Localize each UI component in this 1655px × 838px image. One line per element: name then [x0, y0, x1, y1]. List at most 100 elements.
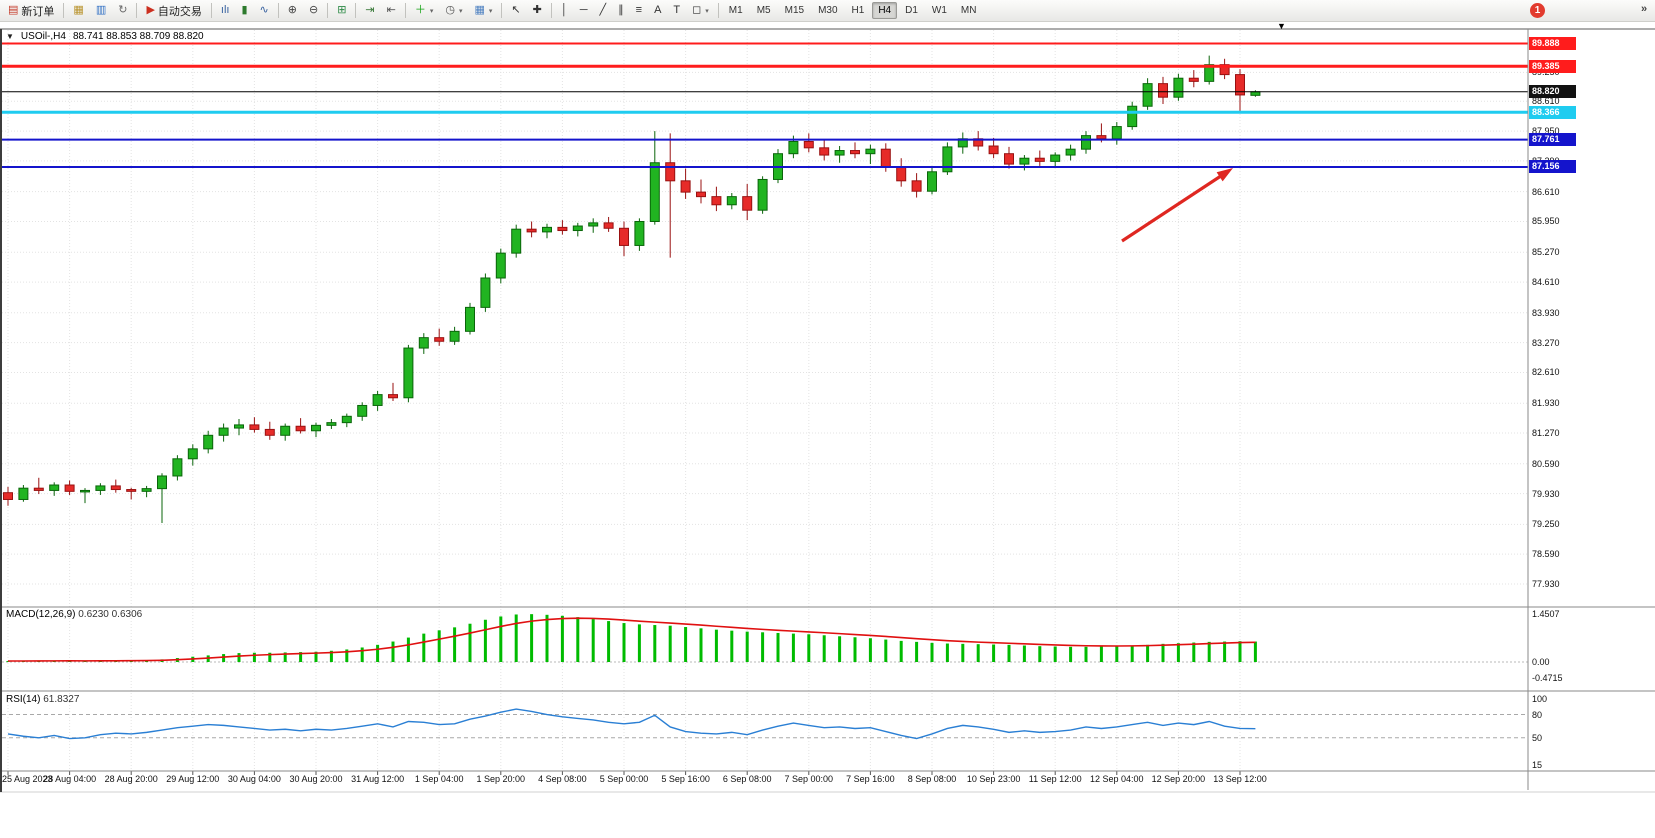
templates-button[interactable]: ▦ ▾	[469, 1, 497, 21]
chart-shift-button[interactable]: ⇤	[382, 1, 401, 21]
toolbar-separator	[210, 3, 212, 18]
profiles-button[interactable]: ▥	[91, 1, 111, 21]
horizontal-line-tool-button[interactable]: ─	[575, 1, 593, 21]
candle	[588, 218, 599, 233]
timeframe-h1-button[interactable]: H1	[851, 5, 865, 16]
chevron-down-icon[interactable]: ▾	[488, 7, 493, 15]
notification-badge[interactable]: 1	[1530, 3, 1545, 18]
auto-scroll-icon: ⇥	[365, 4, 375, 16]
profiles-icon: ▥	[95, 4, 107, 16]
timeframe-m30-button[interactable]: M30	[818, 5, 838, 16]
autotrading-button[interactable]: ▶ 自动交易	[141, 1, 206, 21]
candle	[234, 419, 244, 436]
candle	[603, 216, 614, 232]
candle	[418, 333, 429, 354]
periods-button[interactable]: ◷ ▾	[440, 1, 467, 21]
candle	[1173, 73, 1184, 101]
equidistant-channel-icon: ∥	[618, 4, 624, 16]
vertical-line-icon: │	[560, 4, 568, 16]
crosshair-button[interactable]: ✚	[528, 1, 547, 21]
candle	[495, 248, 506, 284]
fibonacci-tool-button[interactable]: ≡	[631, 1, 647, 21]
template-icon: ▦	[474, 4, 485, 16]
candle	[634, 218, 645, 251]
line-chart-mode-button[interactable]: ∿	[255, 1, 274, 21]
candle	[1081, 131, 1091, 154]
chevron-down-icon[interactable]: ▾	[705, 7, 709, 15]
indicators-button[interactable]: ＋ ▾	[410, 1, 439, 21]
candle	[388, 382, 398, 401]
candle	[110, 479, 121, 493]
cursor-arrow-icon: ↖	[511, 4, 521, 16]
crosshair-icon: ✚	[532, 4, 542, 16]
refresh-icon: ↻	[118, 4, 128, 16]
candle	[757, 176, 768, 214]
timeframe-m5-button[interactable]: M5	[756, 5, 771, 16]
candle	[927, 167, 937, 195]
candle	[819, 140, 830, 161]
new-chart-button[interactable]: ▦	[68, 1, 88, 21]
candle	[264, 421, 275, 440]
trendline-tool-button[interactable]: ╱	[595, 1, 612, 21]
chevron-down-icon[interactable]: ▾	[429, 7, 434, 15]
candle	[1127, 101, 1138, 130]
candlestick-mode-button[interactable]: ▮	[236, 1, 252, 21]
trend-arrow-annotation[interactable]	[1121, 168, 1233, 243]
label-tool-button[interactable]: T	[668, 1, 685, 21]
fibonacci-retracement-icon: ≡	[635, 4, 643, 16]
candle	[957, 132, 968, 154]
shapes-icon: ◻	[692, 4, 702, 16]
candle	[726, 193, 737, 210]
refresh-button[interactable]: ↻	[113, 1, 132, 21]
autotrading-play-icon: ▶	[146, 4, 155, 16]
candle	[326, 419, 337, 429]
toolbar-separator	[136, 3, 138, 18]
timeframe-m15-button[interactable]: M15	[784, 5, 805, 16]
toolbar-overflow-chevron[interactable]: »	[1641, 3, 1648, 15]
indicators-plus-icon: ＋	[414, 4, 426, 16]
text-tool-button[interactable]: A	[649, 1, 666, 21]
zoom-in-button[interactable]: ⊕	[283, 1, 302, 21]
toolbar-separator	[63, 3, 65, 18]
candle	[1250, 90, 1261, 97]
timeframe-mn-button[interactable]: MN	[960, 5, 977, 16]
timeframe-w1-button[interactable]: W1	[931, 5, 947, 16]
new-order-button[interactable]: ▤ 新订单	[3, 1, 59, 21]
candle	[203, 430, 214, 454]
candle	[80, 488, 90, 504]
candle	[49, 482, 60, 496]
candle	[803, 133, 814, 153]
candle	[3, 486, 13, 506]
candle	[973, 131, 984, 151]
rsi-layer	[2, 708, 1528, 740]
candle	[449, 326, 460, 345]
candle	[33, 477, 44, 495]
candle	[311, 422, 321, 438]
candles-layer	[3, 55, 1261, 523]
tile-windows-button[interactable]: ⊞	[332, 1, 351, 21]
candle	[1142, 78, 1153, 110]
channel-tool-button[interactable]: ∥	[613, 1, 629, 21]
candle	[372, 390, 383, 411]
auto-scroll-button[interactable]: ⇥	[360, 1, 379, 21]
cursor-button[interactable]: ↖	[506, 1, 525, 21]
toolbar-separator	[355, 3, 357, 18]
zoom-out-button[interactable]: ⊖	[304, 1, 323, 21]
candle	[280, 423, 291, 441]
timeframe-d1-button[interactable]: D1	[905, 5, 918, 16]
zoom-in-icon: ⊕	[287, 4, 297, 16]
candle	[911, 173, 922, 198]
new-order-icon: ▤	[8, 4, 19, 16]
chevron-down-icon[interactable]: ▾	[458, 7, 463, 15]
candle	[465, 302, 475, 335]
zoom-out-icon: ⊖	[308, 4, 319, 16]
shapes-tool-button[interactable]: ◻ ▾	[687, 1, 714, 21]
candle	[187, 444, 198, 466]
vertical-line-tool-button[interactable]: │	[556, 1, 573, 21]
rsi-line	[7, 708, 1256, 740]
timeframe-m1-button[interactable]: M1	[728, 5, 743, 16]
candle	[649, 131, 660, 225]
bar-chart-mode-button[interactable]: ılı	[216, 1, 235, 21]
timeframe-h4-button[interactable]: H4	[872, 2, 898, 19]
